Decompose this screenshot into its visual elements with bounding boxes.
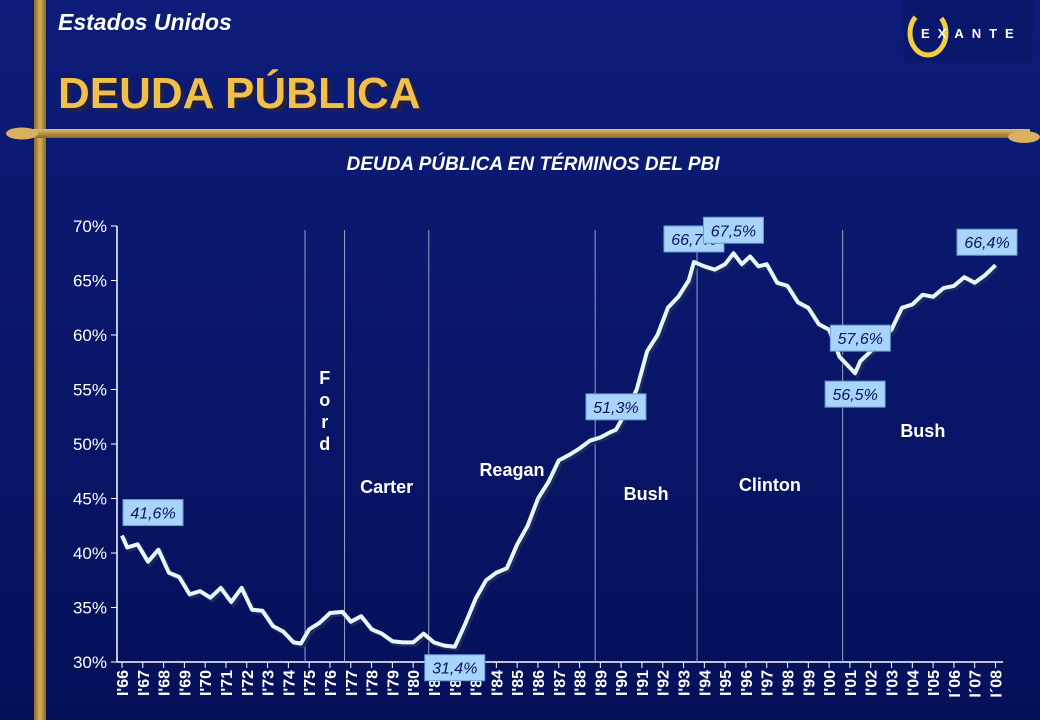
value-label: 57,6% (838, 331, 883, 348)
y-tick-label: 50% (73, 435, 107, 454)
x-tick-label: I'70 (198, 670, 215, 696)
value-label-box (585, 393, 647, 421)
y-tick-label: 65% (73, 272, 107, 291)
x-tick-label: I'75 (302, 670, 319, 696)
y-tick-label: 40% (73, 544, 107, 563)
x-tick-label: I'91 (635, 670, 652, 696)
period-label: Clinton (739, 475, 801, 495)
value-label: 66,4% (964, 235, 1009, 252)
x-tick-label: I'93 (677, 670, 694, 696)
x-tick-label: I'72 (240, 670, 257, 696)
value-label-box (424, 654, 486, 682)
logo-ring (907, 8, 949, 58)
x-tick-label: I'03 (885, 670, 902, 696)
x-tick-label: I'89 (593, 670, 610, 696)
logo-text: EXANTE (921, 26, 1022, 41)
x-tick-label: I'99 (801, 670, 818, 696)
value-label: 31,4% (432, 661, 477, 678)
value-label-box (702, 216, 764, 244)
period-label: Bush (624, 484, 669, 504)
slide-title-shadow: DEUDA PÚBLICA (62, 72, 425, 122)
period-label: Bush (900, 421, 945, 441)
value-label-box (956, 228, 1018, 256)
x-tick-label: I´07 (968, 670, 985, 698)
x-tick-label: I'96 (739, 670, 756, 696)
x-tick-label: I'02 (864, 670, 881, 696)
x-tick-label: I'86 (531, 670, 548, 696)
value-label: 41,6% (130, 506, 175, 523)
x-tick-label: I'88 (573, 670, 590, 696)
value-label-box (824, 380, 886, 408)
x-tick-label: I'66 (115, 670, 132, 696)
period-label: Carter (360, 477, 413, 497)
bar-end (6, 127, 38, 140)
x-tick-label: I'77 (344, 670, 361, 696)
x-tick-label: I'74 (281, 670, 298, 696)
y-tick-label: 70% (73, 217, 107, 236)
x-tick-label: I´08 (989, 670, 1006, 698)
x-tick-label: I'01 (843, 670, 860, 696)
value-label-box (122, 499, 184, 527)
chart-title: DEUDA PÚBLICA EN TÉRMINOS DEL PBI (347, 153, 721, 175)
x-tick-label: I'79 (385, 670, 402, 696)
y-tick-label: 60% (73, 326, 107, 345)
x-tick-label: I'85 (510, 670, 527, 696)
x-tick-label: I'73 (261, 670, 278, 696)
x-tick-label: I'87 (552, 670, 569, 696)
x-tick-label: I'76 (323, 670, 340, 696)
value-label: 51,3% (593, 400, 638, 417)
slide-title: DEUDA PÚBLICA (58, 68, 421, 118)
x-tick-label: I'80 (406, 670, 423, 696)
x-tick-label: I'68 (157, 670, 174, 696)
x-tick-label: I´06 (947, 670, 964, 698)
gold-bar-vertical (34, 0, 46, 720)
x-tick-label: I'67 (136, 670, 153, 696)
period-label: Ford (315, 368, 335, 456)
x-tick-label: I'92 (656, 670, 673, 696)
bar-end (1008, 131, 1040, 143)
x-tick-label: I'97 (760, 670, 777, 696)
y-tick-label: 30% (73, 653, 107, 672)
logo-box (903, 0, 1033, 62)
data-line (120, 251, 997, 649)
value-label: 56,5% (832, 387, 877, 404)
y-tick-label: 55% (73, 381, 107, 400)
gold-bar-horizontal (20, 129, 1030, 138)
x-tick-label: I'69 (177, 670, 194, 696)
x-tick-label: I'05 (926, 670, 943, 696)
x-tick-label: I'98 (781, 670, 798, 696)
slide-subtitle: Estados Unidos (58, 9, 232, 35)
x-tick-label: I'94 (697, 670, 714, 696)
x-tick-label: I'90 (614, 670, 631, 696)
x-tick-label: I'78 (365, 670, 382, 696)
y-tick-label: 45% (73, 490, 107, 509)
x-tick-label: I'95 (718, 670, 735, 696)
period-label: Reagan (479, 460, 544, 480)
x-tick-label: I'84 (489, 670, 506, 696)
y-tick-label: 35% (73, 599, 107, 618)
x-tick-label: I'04 (905, 670, 922, 696)
value-label-box (829, 324, 891, 352)
x-tick-label: I'00 (822, 670, 839, 696)
value-label: 67,5% (711, 223, 756, 240)
x-tick-label: I'71 (219, 670, 236, 696)
